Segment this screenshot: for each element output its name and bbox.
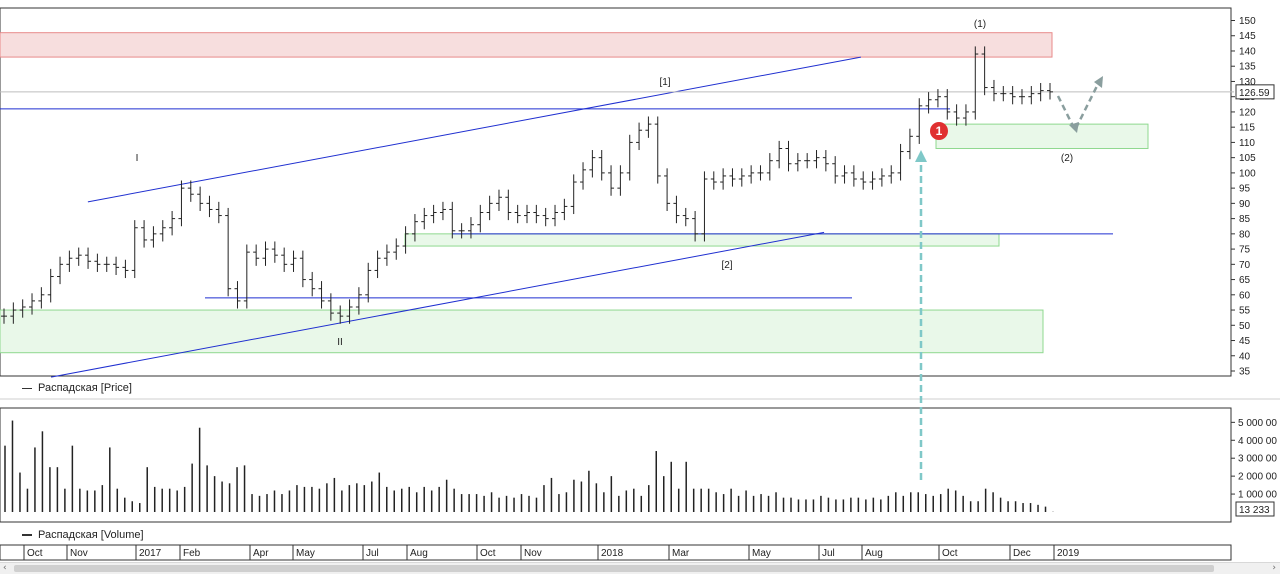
price-legend: Распадская [Price] xyxy=(22,382,132,394)
projection-path xyxy=(1056,79,1102,133)
volume-tick-label: 2 000 00 xyxy=(1238,472,1277,483)
signal-marker-icon xyxy=(930,122,948,140)
time-tick-label: 2019 xyxy=(1057,548,1080,559)
time-tick-label: Oct xyxy=(27,548,43,559)
time-tick-label: May xyxy=(752,548,771,559)
price-tick-label: 75 xyxy=(1239,245,1251,256)
wave-label: [1] xyxy=(659,77,670,88)
price-tick-label: 85 xyxy=(1239,214,1251,225)
time-tick-label: Mar xyxy=(672,548,690,559)
price-tick-label: 40 xyxy=(1239,351,1251,362)
price-tick-label: 55 xyxy=(1239,306,1251,317)
horizontal-scrollbar[interactable]: ‹ › xyxy=(0,562,1280,574)
projection-arrowhead-down xyxy=(1069,122,1079,133)
scroll-left-icon[interactable]: ‹ xyxy=(3,563,7,573)
last-volume-label: 13 233 xyxy=(1239,505,1270,516)
volume-tick-label: 4 000 00 xyxy=(1238,436,1277,447)
price-tick-label: 135 xyxy=(1239,62,1256,73)
time-tick-label: 2018 xyxy=(601,548,624,559)
time-tick-label: Jul xyxy=(822,548,835,559)
wave-label: I xyxy=(136,153,139,164)
scroll-right-icon[interactable]: › xyxy=(1272,563,1276,573)
price-tick-label: 60 xyxy=(1239,290,1251,301)
time-tick-label: Aug xyxy=(865,548,883,559)
last-volume-box xyxy=(1235,501,1275,517)
time-tick-label: Oct xyxy=(942,548,958,559)
trend-line xyxy=(50,231,825,378)
scroll-thumb[interactable] xyxy=(14,565,1214,572)
support-zone xyxy=(935,123,1149,150)
price-tick-label: 50 xyxy=(1239,321,1251,332)
time-tick-label: 2017 xyxy=(139,548,162,559)
last-price-label: 126.59 xyxy=(1239,88,1270,99)
wave-label: II xyxy=(337,337,343,348)
wave-label: (1) xyxy=(974,19,986,30)
volume-legend-label: Распадская [Volume] xyxy=(38,529,144,541)
projection-arrowhead-up xyxy=(1094,76,1103,88)
volume-legend: Распадская [Volume] xyxy=(22,529,144,541)
time-tick-label: Nov xyxy=(524,548,542,559)
signal-arrowhead-icon xyxy=(915,150,927,162)
support-zone xyxy=(404,233,1000,247)
time-tick-label: Feb xyxy=(183,548,201,559)
resistance-zone xyxy=(0,32,1053,58)
time-tick-label: Apr xyxy=(253,548,269,559)
price-tick-label: 80 xyxy=(1239,229,1251,240)
volume-legend-swatch xyxy=(22,534,32,536)
price-tick-label: 95 xyxy=(1239,184,1251,195)
signal-marker-label: 1 xyxy=(936,124,943,138)
support-zone xyxy=(0,309,1044,354)
price-tick-label: 100 xyxy=(1239,168,1256,179)
price-tick-label: 70 xyxy=(1239,260,1251,271)
price-legend-label: Распадская [Price] xyxy=(38,382,132,394)
price-tick-label: 45 xyxy=(1239,336,1251,347)
price-tick-label: 35 xyxy=(1239,367,1251,378)
time-tick-label: Dec xyxy=(1013,548,1031,559)
time-tick-label: Aug xyxy=(410,548,428,559)
time-axis xyxy=(0,544,1232,561)
time-tick-label: Nov xyxy=(70,548,88,559)
trend-line xyxy=(87,56,861,203)
wave-label: (2) xyxy=(1061,153,1073,164)
price-tick-label: 140 xyxy=(1239,46,1256,57)
volume-tick-label: 1 000 00 xyxy=(1238,490,1277,501)
price-legend-swatch xyxy=(22,387,32,389)
volume-tick-label: 3 000 00 xyxy=(1238,454,1277,465)
volume-tick-label: 5 000 00 xyxy=(1238,418,1277,429)
time-tick-label: Jul xyxy=(366,548,379,559)
price-tick-label: 145 xyxy=(1239,31,1256,42)
price-tick-label: 110 xyxy=(1239,138,1255,149)
price-tick-label: 130 xyxy=(1239,77,1256,88)
time-tick-label: Oct xyxy=(480,548,496,559)
price-tick-label: 150 xyxy=(1239,16,1256,27)
price-tick-label: 120 xyxy=(1239,107,1256,118)
last-price-box xyxy=(1235,84,1275,100)
price-tick-label: 90 xyxy=(1239,199,1251,210)
volume-panel xyxy=(0,407,1232,523)
price-tick-label: 65 xyxy=(1239,275,1251,286)
stock-chart: III[1][2](1)(2)1 35404550556065707580859… xyxy=(0,7,1280,561)
price-tick-label: 115 xyxy=(1239,123,1255,134)
time-tick-label: May xyxy=(296,548,315,559)
wave-label: [2] xyxy=(721,260,732,271)
price-tick-label: 105 xyxy=(1239,153,1256,164)
